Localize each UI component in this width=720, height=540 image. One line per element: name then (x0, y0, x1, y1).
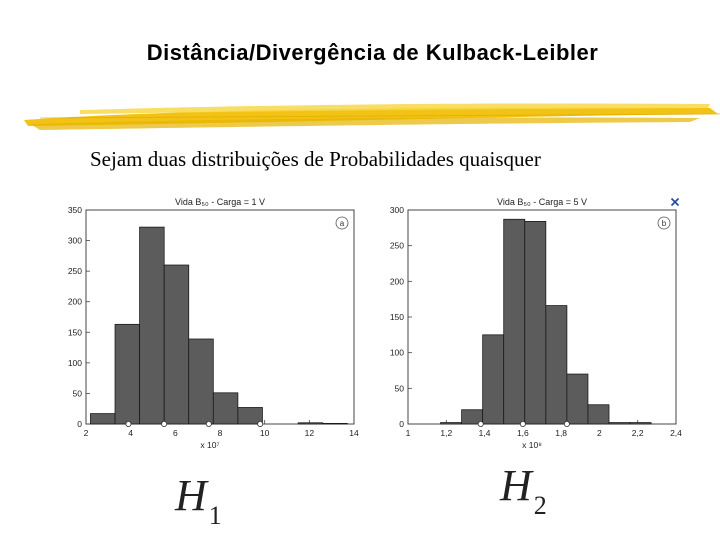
y-tick-label: 0 (77, 419, 82, 429)
h1-subscript: 1 (208, 501, 222, 530)
axis-marker (477, 420, 484, 427)
slide-subtitle: Sejam duas distribuições de Probabilidad… (90, 147, 541, 171)
y-tick-label: 250 (68, 266, 82, 276)
x-tick-label: 6 (173, 428, 178, 438)
chart-title: Vida B₅₀ - Carga = 1 V (175, 197, 265, 207)
histogram-bar (322, 422, 348, 425)
histogram-bar (297, 422, 324, 425)
h2-label: H2 (500, 460, 547, 521)
close-icon-stroke (670, 197, 680, 207)
histogram-chart-b: Vida B₅₀ - Carga = 5 V b 0 50 100 150 200 250 30… (378, 190, 688, 452)
y-tick-label: 50 (395, 383, 405, 393)
histogram-bar (608, 422, 631, 425)
h1-label: H1 (175, 470, 222, 531)
axis-marker (125, 420, 132, 427)
y-tick-label: 100 (390, 348, 404, 358)
x-tick-label: 1,4 (479, 428, 491, 438)
x-tick-label: 2,2 (632, 428, 644, 438)
axis-marker (205, 420, 212, 427)
x-tick-label: 2,4 (670, 428, 682, 438)
y-tick-label: 200 (68, 297, 82, 307)
histogram-bar (503, 218, 526, 425)
histogram-bar (524, 221, 547, 425)
x-tick-label: 2 (84, 428, 89, 438)
axis-marker (161, 420, 168, 427)
x-tick-label: 1 (406, 428, 411, 438)
histogram-bar (482, 334, 505, 425)
y-tick-label: 300 (390, 205, 404, 215)
y-tick-label: 0 (399, 419, 404, 429)
histogram-bar (188, 338, 214, 425)
close-icon[interactable] (670, 197, 680, 207)
histogram-bar (545, 305, 568, 425)
histogram-bar (587, 404, 610, 425)
y-tick-label: 200 (390, 276, 404, 286)
x-tick-label: 8 (218, 428, 223, 438)
histogram-bar (237, 407, 263, 425)
y-tick-label: 300 (68, 236, 82, 246)
histogram-bar (629, 422, 652, 425)
slide-title: Distância/Divergência de Kulback-Leibler (146, 40, 599, 65)
y-tick-label: 50 (73, 388, 83, 398)
y-tick-label: 100 (68, 358, 82, 368)
x-tick-label: 1,8 (555, 428, 567, 438)
h2-subscript: 2 (533, 491, 547, 520)
x-tick-label: 12 (305, 428, 315, 438)
x-axis-label: x 10⁸ (522, 440, 542, 450)
x-tick-label: 2 (597, 428, 602, 438)
x-tick-label: 4 (128, 428, 133, 438)
x-tick-label: 1,2 (440, 428, 452, 438)
y-tick-label: 250 (390, 241, 404, 251)
histogram-bar (163, 264, 190, 425)
x-tick-label: 10 (260, 428, 270, 438)
badge-circle (657, 216, 671, 230)
y-tick-label: 150 (390, 312, 404, 322)
histogram-bar (114, 323, 140, 425)
badge-label: a (340, 219, 345, 228)
histogram-bar (139, 226, 165, 425)
histogram-bar (566, 373, 589, 425)
histogram-bar (90, 413, 116, 425)
y-tick-label: 150 (68, 327, 82, 337)
axis-marker (563, 420, 570, 427)
h1-base: H (175, 471, 207, 520)
yellow-brush-underline (24, 103, 720, 130)
histogram-bar (440, 422, 463, 425)
x-tick-label: 14 (349, 428, 359, 438)
histogram-bar (212, 392, 239, 425)
h2-base: H (500, 461, 532, 510)
y-tick-label: 350 (68, 205, 82, 215)
badge-label: b (662, 219, 667, 228)
x-tick-label: 1,6 (517, 428, 529, 438)
axis-marker (257, 420, 264, 427)
axis-marker (519, 420, 526, 427)
chart-title: Vida B₅₀ - Carga = 5 V (497, 197, 587, 207)
x-axis-label: x 10⁷ (200, 440, 219, 450)
histogram-chart-a: Vida B₅₀ - Carga = 1 V a 0 50 100 150 200 250 30… (56, 190, 366, 452)
badge-circle (335, 216, 349, 230)
